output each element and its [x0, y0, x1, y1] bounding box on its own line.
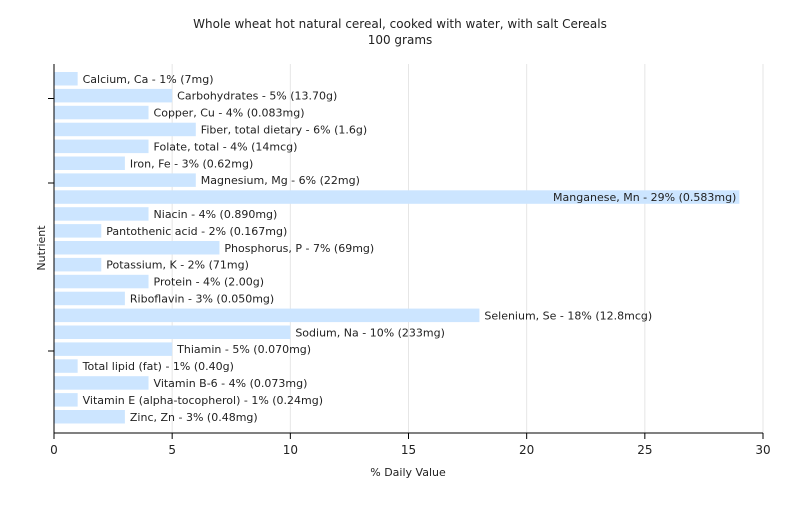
bar-label: Total lipid (fat) - 1% (0.40g): [82, 360, 234, 373]
bar: [54, 224, 102, 238]
bar-label: Sodium, Na - 10% (233mg): [295, 326, 445, 339]
bar-label: Vitamin E (alpha-tocopherol) - 1% (0.24m…: [83, 394, 323, 407]
bar: [54, 72, 78, 86]
bar: [54, 190, 740, 204]
bar-label: Vitamin B-6 - 4% (0.073mg): [154, 377, 308, 390]
bar: [54, 308, 480, 323]
bar: [54, 105, 149, 120]
bar-label: Thiamin - 5% (0.070mg): [176, 343, 311, 356]
bar-label: Potassium, K - 2% (71mg): [106, 259, 249, 272]
bar-label: Fiber, total dietary - 6% (1.6g): [201, 123, 367, 136]
bar: [54, 274, 149, 289]
bar-label: Selenium, Se - 18% (12.8mcg): [484, 309, 652, 322]
bar: [54, 342, 173, 356]
bar: [54, 359, 78, 373]
x-tick-label: 0: [50, 443, 58, 457]
bar-label: Iron, Fe - 3% (0.62mg): [130, 157, 253, 170]
bar-label: Phosphorus, P - 7% (69mg): [224, 242, 374, 255]
bar: [54, 139, 149, 154]
bar-label: Calcium, Ca - 1% (7mg): [83, 73, 214, 86]
axes: 0 5 10 15 20 25 30: [48, 64, 771, 457]
bar: [54, 325, 291, 339]
x-tick-label: 30: [755, 443, 770, 457]
y-axis-title: Nutrient: [35, 225, 48, 271]
x-tick-label: 10: [283, 443, 298, 457]
bar: [54, 393, 78, 407]
bar-label: Niacin - 4% (0.890mg): [154, 208, 278, 221]
bar-label: Manganese, Mn - 29% (0.583mg): [553, 191, 736, 204]
x-tick-label: 5: [168, 443, 176, 457]
bar-label: Carbohydrates - 5% (13.70g): [177, 90, 337, 103]
bar: [54, 173, 196, 187]
x-tick-label: 20: [519, 443, 534, 457]
grid: [171, 64, 764, 433]
bar: [54, 257, 102, 272]
bar: [54, 410, 125, 424]
bar: [54, 241, 220, 255]
bar: [54, 376, 149, 390]
chart-title: Whole wheat hot natural cereal, cooked w…: [193, 17, 607, 31]
bar: [54, 122, 196, 137]
bar-label: Copper, Cu - 4% (0.083mg): [154, 107, 305, 120]
bar-label: Zinc, Zn - 3% (0.48mg): [130, 411, 258, 424]
bar: [54, 88, 173, 103]
bar-label: Protein - 4% (2.00g): [154, 276, 265, 289]
bar-label: Folate, total - 4% (14mcg): [154, 140, 298, 153]
bar-label: Magnesium, Mg - 6% (22mg): [201, 174, 360, 187]
bar-label: Riboflavin - 3% (0.050mg): [130, 292, 274, 305]
bar: [54, 207, 149, 221]
bars: Calcium, Ca - 1% (7mg) Carbohydrates - 5%…: [54, 72, 740, 424]
x-tick-label: 25: [637, 443, 652, 457]
chart-subtitle: 100 grams: [368, 33, 433, 47]
bar: [54, 291, 125, 306]
bar-label: Pantothenic acid - 2% (0.167mg): [106, 225, 287, 238]
bar: [54, 156, 125, 170]
x-tick-label: 15: [401, 443, 416, 457]
x-axis-title: % Daily Value: [370, 466, 446, 479]
